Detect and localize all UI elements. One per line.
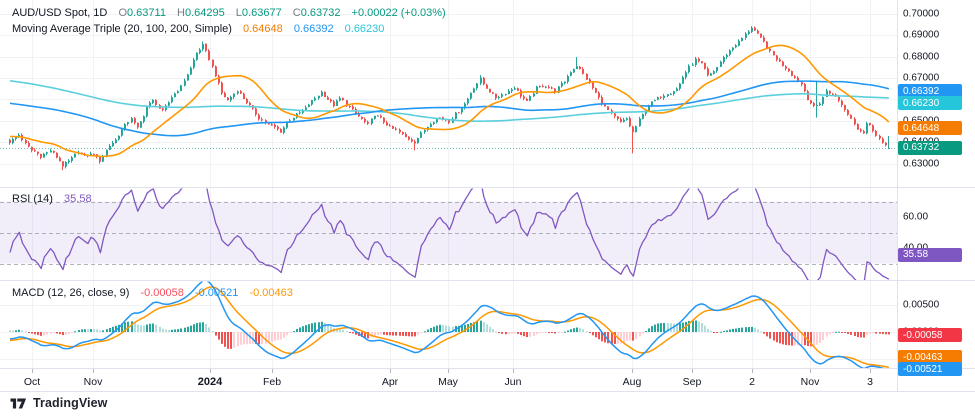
rsi-title: RSI (14) [12,193,53,205]
open-key: O [118,7,127,19]
tradingview-brand-text: TradingView [33,396,108,410]
ma-title: Moving Average Triple (20, 100, 200, Sim… [12,23,232,35]
close-value: 0.63732 [300,7,341,19]
sma100-value: 0.66392 [293,23,334,35]
chart-canvas[interactable] [0,0,975,392]
low-value: 0.63677 [241,7,282,19]
sma20-value: 0.64648 [242,23,283,35]
macd-signal-value: -0.00463 [249,287,293,299]
rsi-legend: RSI (14) 35.58 [12,192,100,206]
close-key: C [292,7,301,19]
symbol-legend: AUD/USD Spot, 1D O0.63711 H0.64295 L0.63… [12,6,454,20]
open-value: 0.63711 [127,7,166,19]
time-axis[interactable] [0,369,975,391]
rsi-value: 35.58 [64,193,92,205]
low-key: L [235,7,242,19]
high-key: H [177,7,185,19]
ma-legend: Moving Average Triple (20, 100, 200, Sim… [12,22,392,36]
sma200-value: 0.66230 [344,23,385,35]
macd-hist-value: -0.00058 [140,287,184,299]
tradingview-logo-icon [10,397,27,410]
macd-legend: MACD (12, 26, close, 9) -0.00058 -0.0052… [12,286,301,300]
high-value: 0.64295 [184,7,225,19]
macd-title: MACD (12, 26, close, 9) [12,287,130,299]
price-axis[interactable] [897,0,975,369]
change-value: +0.00022 (+0.03%) [351,7,446,19]
macd-line-value: -0.00521 [194,287,239,299]
symbol-title: AUD/USD Spot, 1D [12,7,108,19]
tradingview-logo-link[interactable]: TradingView [10,396,108,410]
